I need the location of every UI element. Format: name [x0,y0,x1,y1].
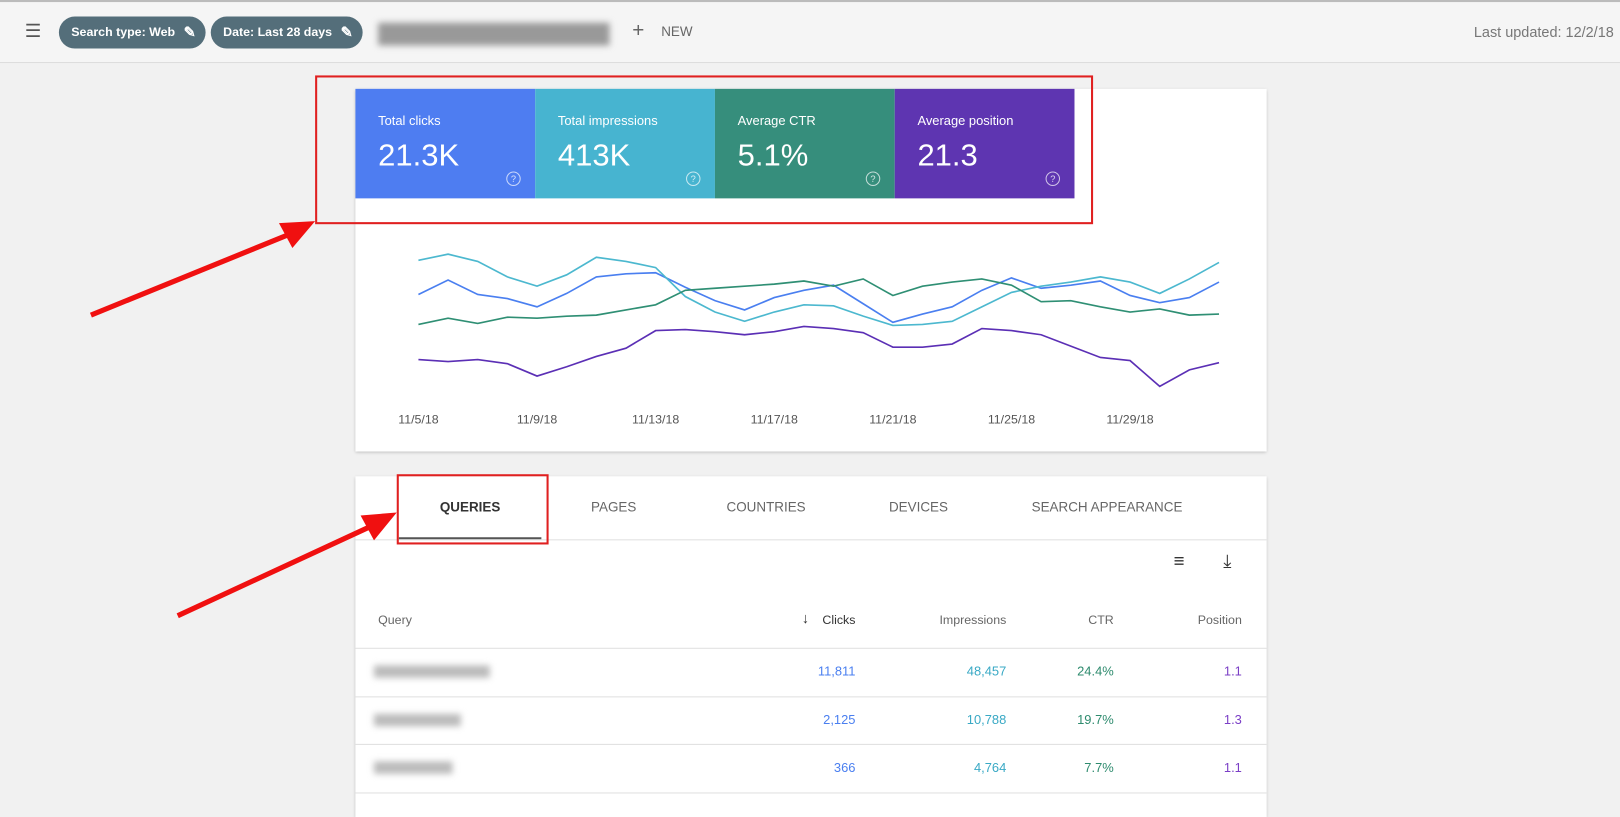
blurred-query [374,665,490,678]
x-tick-label: 11/5/18 [398,413,438,427]
tab[interactable]: QUERIES [439,499,501,515]
column-header[interactable]: Impressions [939,612,1007,628]
x-tick-label: 11/17/18 [751,413,798,427]
cell: 48,457 [966,664,1007,679]
cell: 366 [833,760,856,775]
column-header[interactable]: CTR [1088,612,1114,628]
tab[interactable]: SEARCH APPEARANCE [1031,499,1183,515]
chart-card: Total clicks 21.3K? Total impressions 413K?… [355,88,1267,452]
cell: 11,811 [817,664,856,679]
table-card: QUERIES PAGES COUNTRIES DEVICES SEARCH APPEA… [355,476,1267,817]
column-header[interactable]: Position [1197,612,1242,628]
divider [355,539,1267,541]
blurred-query [374,713,461,726]
row-divider [355,647,1267,649]
arrow [176,522,376,619]
series-line [418,325,1220,388]
cell: 24.4% [1077,664,1114,679]
blurred-site [378,22,610,46]
blurred-query [374,761,453,774]
new-button[interactable]: NEW [661,23,693,40]
toolbar: ☰ Search type: Web Date: Last 28 days + … [0,0,1620,64]
cell: 10,788 [966,712,1007,727]
cell: 1.1 [1223,664,1242,679]
series-line [418,253,1220,327]
x-tick-label: 11/29/18 [1106,413,1153,427]
cell: 7.7% [1084,760,1114,775]
column-header[interactable]: Clicks [822,612,856,628]
arrow-head [278,221,316,248]
series-line [418,278,1220,326]
cell: 19.7% [1077,712,1114,727]
plus-icon[interactable]: + [632,19,645,43]
filter-icon[interactable]: ≡ [1173,550,1185,572]
arrow [89,231,293,318]
x-tick-label: 11/21/18 [869,413,916,427]
series-line [418,271,1220,324]
row-divider [355,743,1267,745]
cell: 1.3 [1223,712,1242,727]
x-tick-label: 11/9/18 [517,413,557,427]
chart: 11/5/18 11/9/18 11/13/18 11/17/18 11/21/18 11… [398,253,1220,427]
chip[interactable]: Search type: Web [58,16,207,49]
download-icon[interactable]: ⤓ [1223,550,1232,572]
row-divider [355,695,1267,697]
x-tick-label: 11/25/18 [988,413,1035,427]
cell: 2,125 [823,712,856,727]
tab[interactable]: COUNTRIES [726,499,806,515]
row-divider [355,791,1267,793]
cell: 4,764 [973,760,1007,775]
tab[interactable]: PAGES [591,499,637,515]
x-tick-label: 11/13/18 [632,413,679,427]
cell: 1.1 [1223,760,1242,775]
filter-icon[interactable]: ☰ [24,20,42,42]
last-updated: Last updated: 12/2/18 [1473,23,1614,41]
sort-icon: ↓ [801,609,809,627]
tab[interactable]: DEVICES [888,499,948,515]
column-header[interactable]: Query [378,612,412,628]
chip[interactable]: Date: Last 28 days [210,16,364,49]
